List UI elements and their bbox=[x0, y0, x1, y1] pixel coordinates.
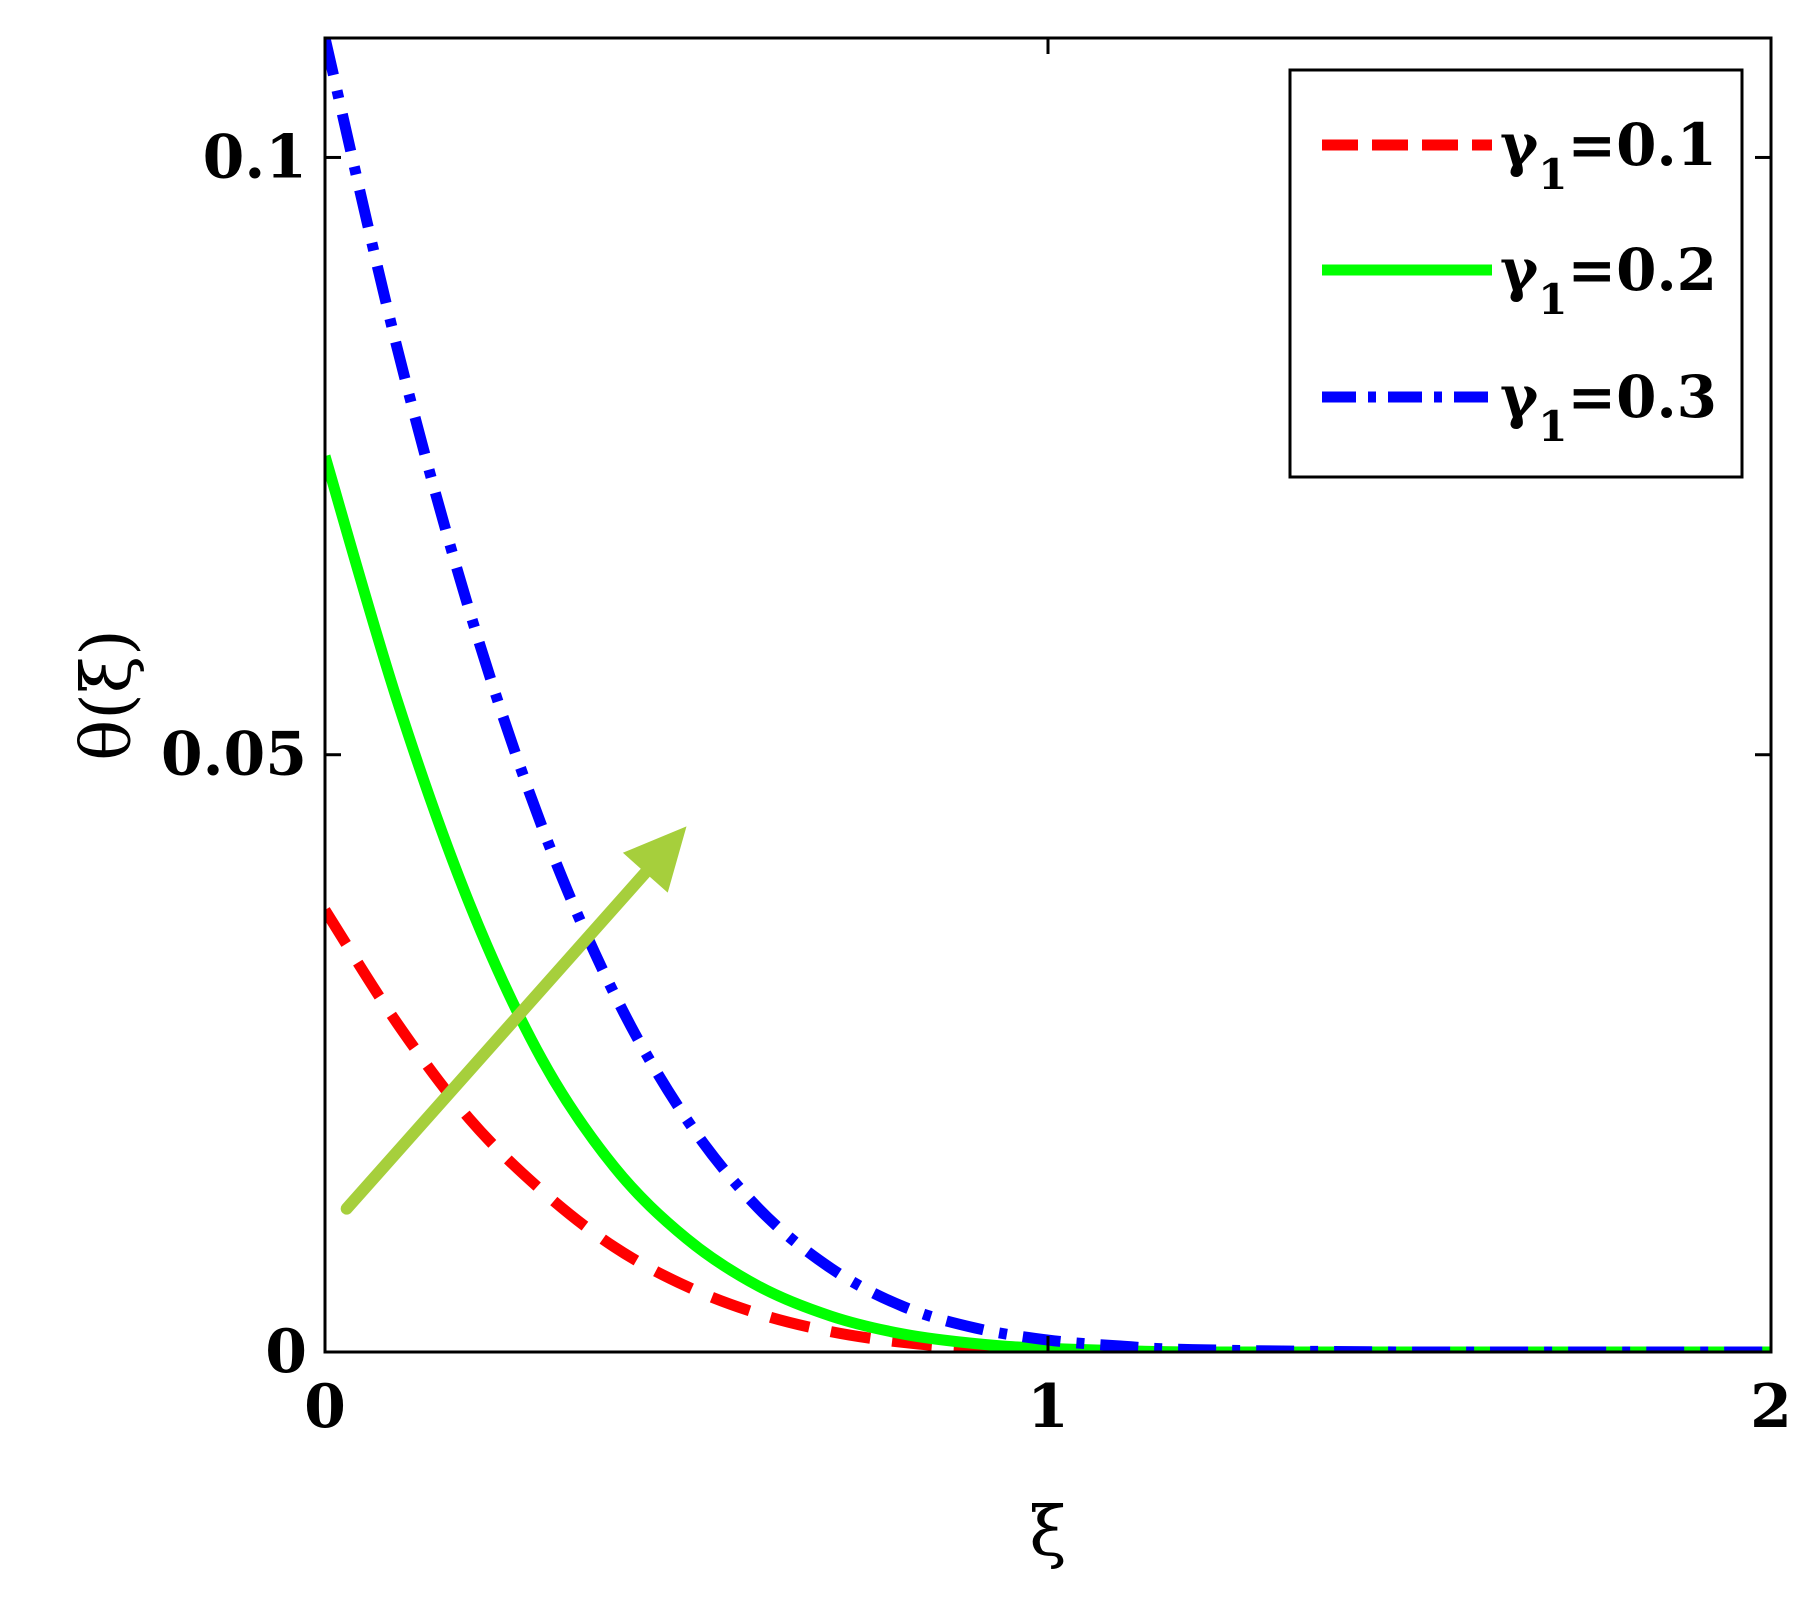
legend-label-2: γ1=0.2 bbox=[1500, 236, 1717, 324]
arrow-shaft bbox=[340, 866, 652, 1215]
x-tick-label: 0 bbox=[304, 1372, 346, 1442]
y-tick-label: 0 bbox=[265, 1317, 307, 1387]
legend-items: γ1=0.1 γ1=0.2 γ1=0.3 bbox=[1322, 111, 1717, 451]
y-tick-label: 0.05 bbox=[161, 720, 307, 790]
series-line-2 bbox=[325, 454, 1771, 1352]
x-axis-label: ξ bbox=[1029, 1493, 1066, 1572]
x-tick-label: 2 bbox=[1750, 1372, 1792, 1442]
series-layer bbox=[325, 38, 1771, 1352]
legend: γ1=0.1 γ1=0.2 γ1=0.3 bbox=[1288, 68, 1744, 479]
x-tick-label: 1 bbox=[1027, 1372, 1069, 1442]
legend-label-1: γ1=0.1 bbox=[1500, 111, 1717, 199]
y-tick-label: 0.1 bbox=[203, 122, 307, 192]
tick-layer: 0 1 2 0 0.05 0.1 bbox=[161, 38, 1792, 1442]
y-axis-label: θ(ξ) bbox=[68, 629, 147, 760]
series-line-3 bbox=[325, 38, 1771, 1352]
increase-arrow bbox=[340, 826, 687, 1215]
legend-label-3: γ1=0.3 bbox=[1500, 363, 1717, 451]
arrow-head bbox=[622, 826, 687, 893]
series-line-1 bbox=[325, 907, 1771, 1352]
